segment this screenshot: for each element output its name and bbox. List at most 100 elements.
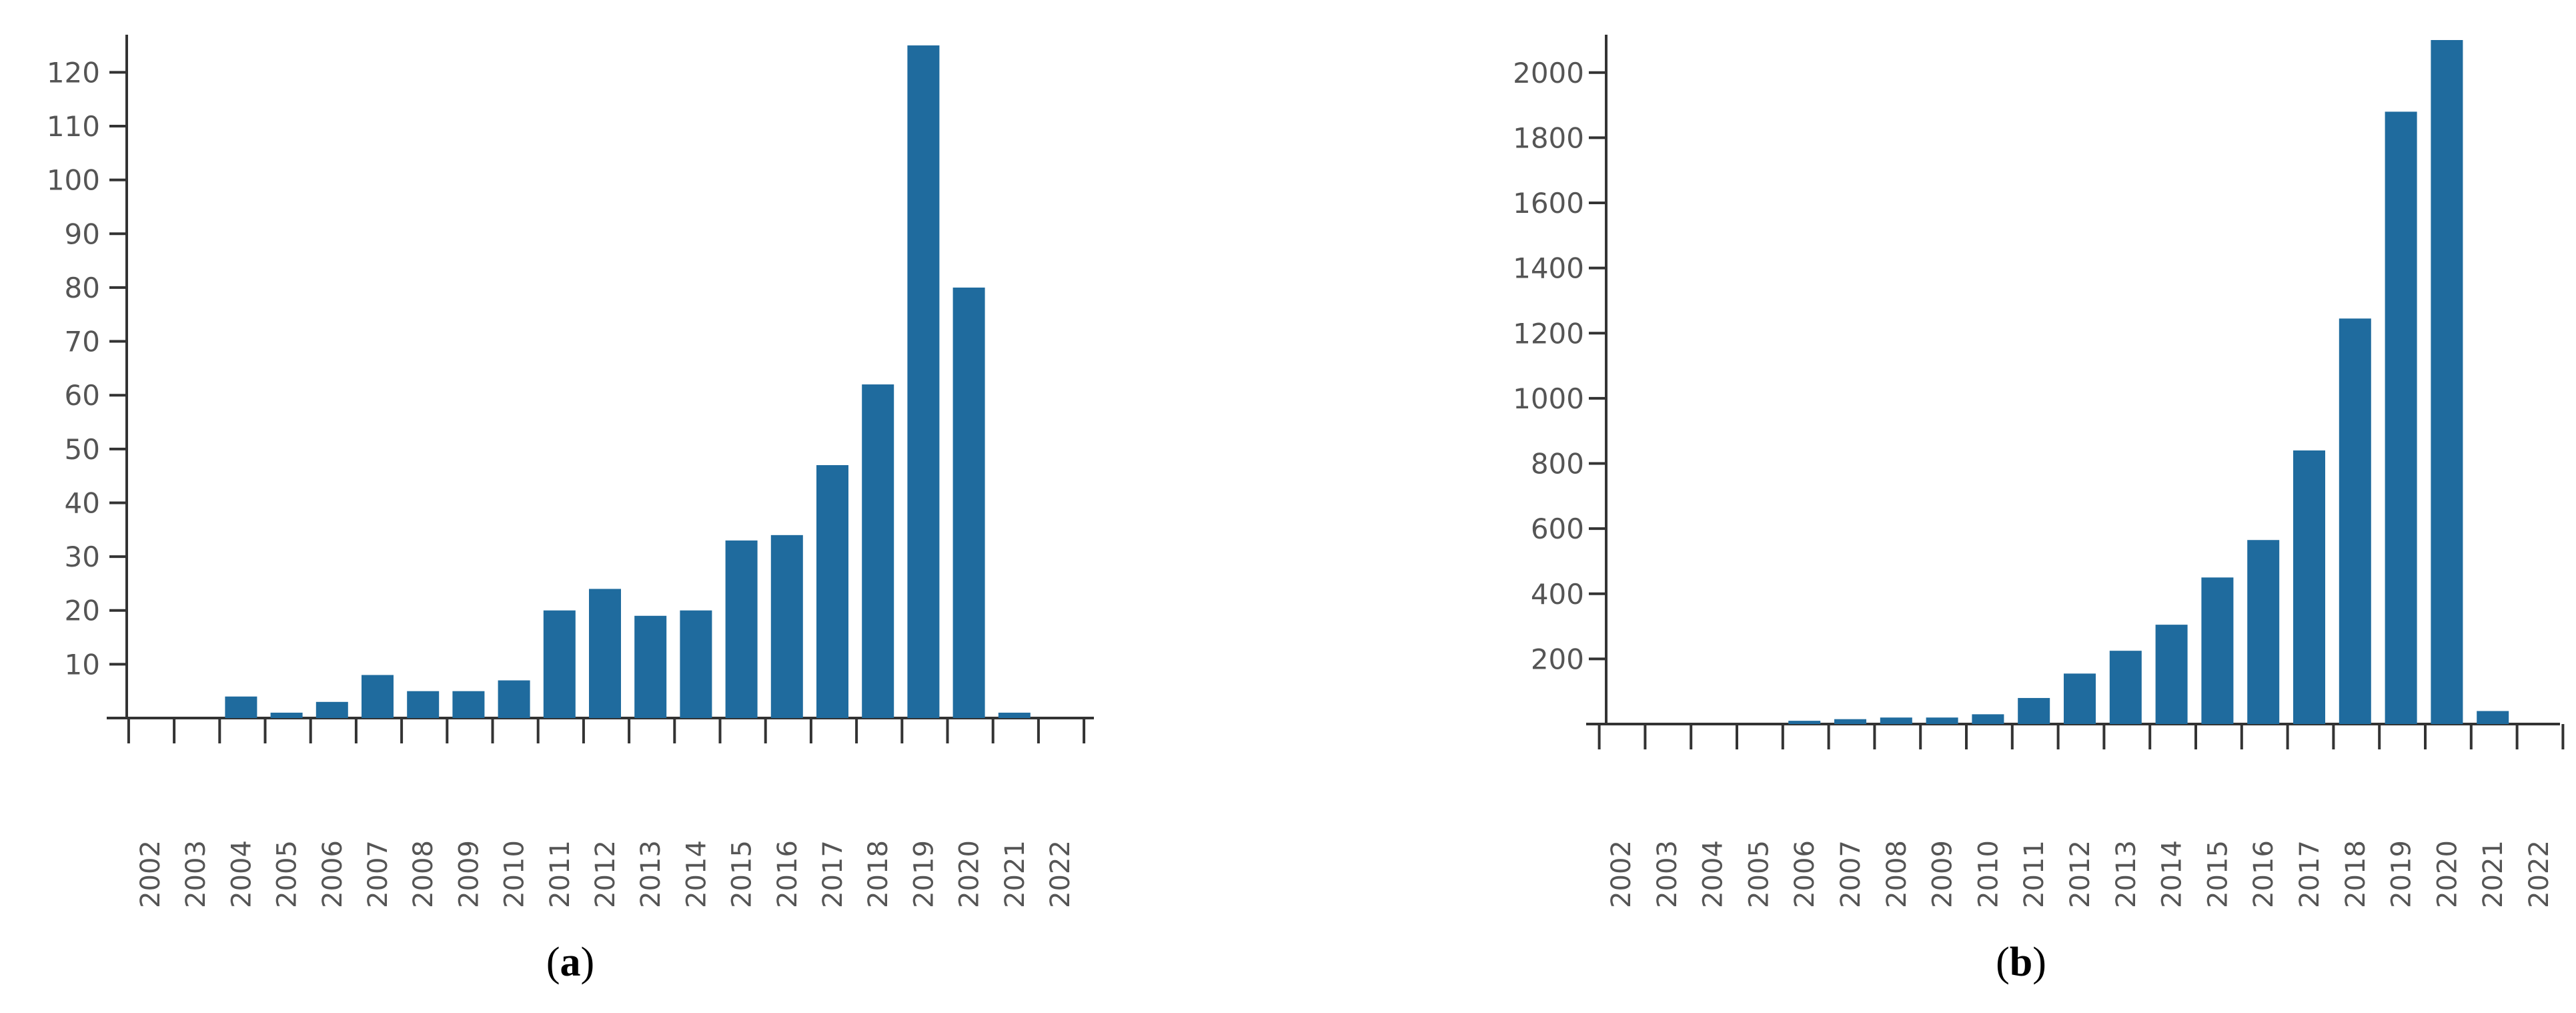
x-tick-label-a: 2016 bbox=[772, 840, 803, 908]
x-tick-label-a: 2021 bbox=[1000, 840, 1031, 908]
x-tick-label-b: 2010 bbox=[1973, 840, 2004, 908]
chart-a: 10 20 30 40 50 60 70 80 90 100 110 120 2002 2003 2004 2… bbox=[47, 35, 1094, 908]
bar-a-2008 bbox=[407, 691, 440, 718]
x-tick-label-b: 2002 bbox=[1606, 840, 1637, 908]
chart-b: 200 400 600 800 1000 1200 1400 1600 1800 2000 2002… bbox=[1513, 35, 2565, 908]
caption-b: (b) bbox=[1996, 940, 2046, 985]
bar-a-2009 bbox=[452, 691, 485, 718]
bar-a-2013 bbox=[634, 615, 667, 718]
y-tick-label-a: 120 bbox=[47, 56, 100, 89]
bar-b-2015 bbox=[2201, 577, 2234, 724]
x-tick-label-b: 2022 bbox=[2524, 840, 2555, 908]
y-tick-label-a: 110 bbox=[47, 110, 100, 143]
x-tick-label-a: 2020 bbox=[954, 840, 985, 908]
x-tick-label-a: 2004 bbox=[226, 840, 257, 908]
x-tick-label-b: 2009 bbox=[1928, 840, 1958, 908]
bar-b-2008 bbox=[1880, 717, 1912, 724]
x-tick-label-b: 2021 bbox=[2478, 840, 2509, 908]
x-tick-label-b: 2020 bbox=[2432, 840, 2463, 908]
x-tick-label-a: 2006 bbox=[317, 840, 348, 908]
bar-a-2021 bbox=[998, 712, 1031, 718]
bar-a-2020 bbox=[952, 287, 985, 718]
x-tick-label-b: 2012 bbox=[2065, 840, 2096, 908]
y-tick-label-a: 90 bbox=[65, 218, 100, 250]
y-tick-label-b: 1200 bbox=[1513, 317, 1584, 350]
bar-a-2011 bbox=[543, 610, 576, 718]
bar-b-2010 bbox=[1972, 714, 2004, 724]
x-tick-label-b: 2006 bbox=[1790, 840, 1820, 908]
x-tick-label-a: 2012 bbox=[590, 840, 621, 908]
bar-a-2005 bbox=[270, 712, 303, 718]
x-tick-label-b: 2004 bbox=[1698, 840, 1729, 908]
y-tick-label-b: 800 bbox=[1531, 448, 1584, 480]
bar-a-2015 bbox=[725, 540, 758, 718]
bar-b-2018 bbox=[2339, 318, 2371, 725]
x-tick-label-a: 2015 bbox=[727, 840, 758, 908]
bar-b-2016 bbox=[2247, 540, 2280, 724]
bar-a-2004 bbox=[225, 696, 257, 718]
y-tick-label-a: 80 bbox=[65, 272, 100, 304]
bar-b-2012 bbox=[2064, 673, 2096, 724]
x-tick-label-b: 2018 bbox=[2341, 840, 2371, 908]
x-tick-label-b: 2007 bbox=[1836, 840, 1866, 908]
x-tick-label-a: 2008 bbox=[408, 840, 439, 908]
bar-b-2007 bbox=[1834, 719, 1866, 724]
x-tick-label-a: 2002 bbox=[135, 840, 166, 908]
x-tick-label-a: 2011 bbox=[545, 840, 576, 908]
caption-a: (a) bbox=[546, 940, 594, 985]
y-tick-label-a: 20 bbox=[65, 595, 100, 627]
x-tick-label-b: 2011 bbox=[2019, 840, 2050, 908]
bar-a-2018 bbox=[862, 384, 894, 718]
y-tick-label-b: 2000 bbox=[1513, 57, 1584, 89]
x-tick-label-b: 2003 bbox=[1652, 840, 1683, 908]
y-tick-label-b: 400 bbox=[1531, 578, 1584, 611]
y-tick-label-a: 100 bbox=[47, 164, 100, 197]
x-tick-label-b: 2005 bbox=[1744, 840, 1774, 908]
y-tick-label-a: 50 bbox=[65, 433, 100, 466]
x-tick-label-a: 2014 bbox=[681, 840, 712, 908]
bar-b-2017 bbox=[2293, 450, 2325, 724]
y-tick-label-b: 1400 bbox=[1513, 252, 1584, 285]
bar-b-2006 bbox=[1788, 721, 1821, 724]
x-tick-label-a: 2007 bbox=[363, 840, 394, 908]
x-tick-label-b: 2015 bbox=[2202, 840, 2233, 908]
bar-a-2017 bbox=[816, 465, 848, 718]
x-tick-label-a: 2017 bbox=[818, 840, 848, 908]
bar-b-2019 bbox=[2385, 111, 2417, 724]
x-tick-label-a: 2005 bbox=[272, 840, 303, 908]
x-tick-label-a: 2022 bbox=[1045, 840, 1076, 908]
y-tick-label-a: 70 bbox=[65, 326, 100, 358]
bar-a-2010 bbox=[498, 680, 530, 718]
y-tick-label-a: 30 bbox=[65, 541, 100, 573]
bar-b-2011 bbox=[2018, 697, 2050, 724]
bar-a-2014 bbox=[680, 610, 712, 718]
x-tick-label-a: 2003 bbox=[181, 840, 211, 908]
x-tick-label-a: 2018 bbox=[863, 840, 894, 908]
y-tick-label-b: 1800 bbox=[1513, 121, 1584, 154]
bar-a-2007 bbox=[362, 675, 394, 718]
x-tick-label-a: 2013 bbox=[636, 840, 666, 908]
x-tick-label-b: 2019 bbox=[2387, 840, 2417, 908]
bar-a-2016 bbox=[770, 535, 803, 718]
bar-a-2012 bbox=[589, 589, 621, 718]
y-tick-label-a: 10 bbox=[65, 648, 100, 681]
x-tick-label-b: 2008 bbox=[1882, 840, 1912, 908]
bar-a-2006 bbox=[315, 701, 348, 718]
y-tick-label-b: 1000 bbox=[1513, 382, 1584, 415]
y-tick-label-b: 1600 bbox=[1513, 187, 1584, 220]
bar-b-2013 bbox=[2109, 651, 2142, 724]
y-tick-label-a: 40 bbox=[65, 486, 100, 519]
bar-b-2014 bbox=[2155, 625, 2188, 724]
x-tick-label-a: 2019 bbox=[908, 840, 939, 908]
x-tick-label-b: 2016 bbox=[2248, 840, 2279, 908]
bar-b-2009 bbox=[1926, 717, 1958, 724]
y-tick-label-a: 60 bbox=[65, 379, 100, 412]
bar-b-2021 bbox=[2477, 711, 2509, 724]
bar-b-2020 bbox=[2431, 40, 2463, 724]
bar-a-2019 bbox=[907, 45, 940, 719]
x-tick-label-b: 2013 bbox=[2111, 840, 2142, 908]
x-tick-label-b: 2017 bbox=[2295, 840, 2325, 908]
y-tick-label-b: 200 bbox=[1531, 643, 1584, 675]
x-tick-label-a: 2010 bbox=[500, 840, 530, 908]
